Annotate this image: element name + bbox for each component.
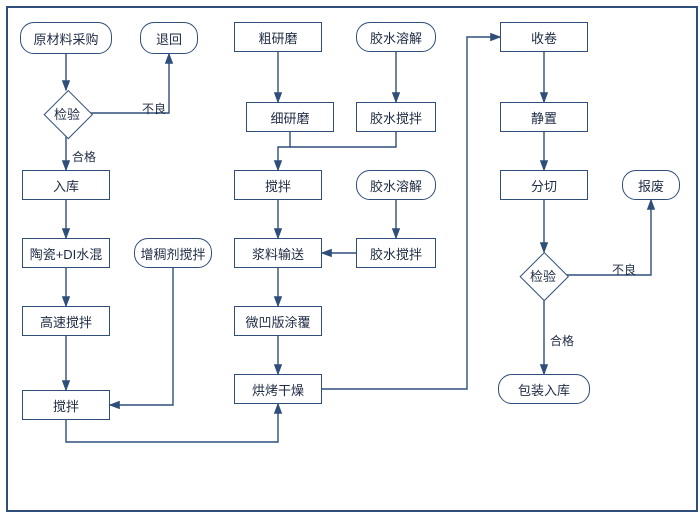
edge-e12 [290,132,396,147]
node-n_coarse: 粗研磨 [234,22,322,52]
node-n_gluemix1: 胶水搅拌 [356,102,436,132]
node-n_slit: 分切 [500,170,588,200]
edge-label-e3: 合格 [72,148,96,165]
node-n_return: 退回 [140,22,198,54]
node-n_scrap: 报废 [622,170,680,200]
node-label: 检验 [520,252,566,298]
node-n_fine: 细研磨 [246,102,334,132]
node-n_glue1: 胶水溶解 [356,22,436,52]
node-n_gluemix2: 胶水搅拌 [356,238,436,268]
flowchart-canvas: 原材料采购退回检验入库陶瓷+DI水混增稠剂搅拌高速搅拌搅拌粗研磨胶水溶解细研磨胶… [0,0,700,514]
edge-e10 [278,132,290,170]
edge-label-e23: 合格 [550,332,574,349]
node-n_rest: 静置 [500,102,588,132]
node-n_thickener: 增稠剂搅拌 [134,238,212,268]
node-n_bake: 烘烤干燥 [234,374,322,404]
node-n_pack: 包装入库 [498,374,590,404]
node-n_rawpurchase: 原材料采购 [20,22,112,54]
edge-e22 [566,200,651,275]
node-n_hispeed: 高速搅拌 [22,306,110,336]
edge-label-e2: 不良 [142,100,166,117]
node-n_mix1: 搅拌 [22,390,110,420]
edge-e7 [110,268,173,405]
node-n_gravure: 微凹版涂覆 [234,306,322,336]
node-n_inspect2: 检验 [520,252,566,298]
node-n_inspect1: 检验 [44,90,90,136]
node-n_store: 入库 [22,170,110,200]
node-n_ceramix: 陶瓷+DI水混 [22,238,110,268]
node-n_windup: 收卷 [500,22,588,52]
node-n_mix2: 搅拌 [234,170,322,200]
node-n_glue2: 胶水溶解 [356,170,436,200]
node-n_slurry: 浆料输送 [234,238,322,268]
edge-label-e22: 不良 [612,261,636,278]
edge-e18 [322,37,500,389]
node-label: 检验 [44,90,90,136]
